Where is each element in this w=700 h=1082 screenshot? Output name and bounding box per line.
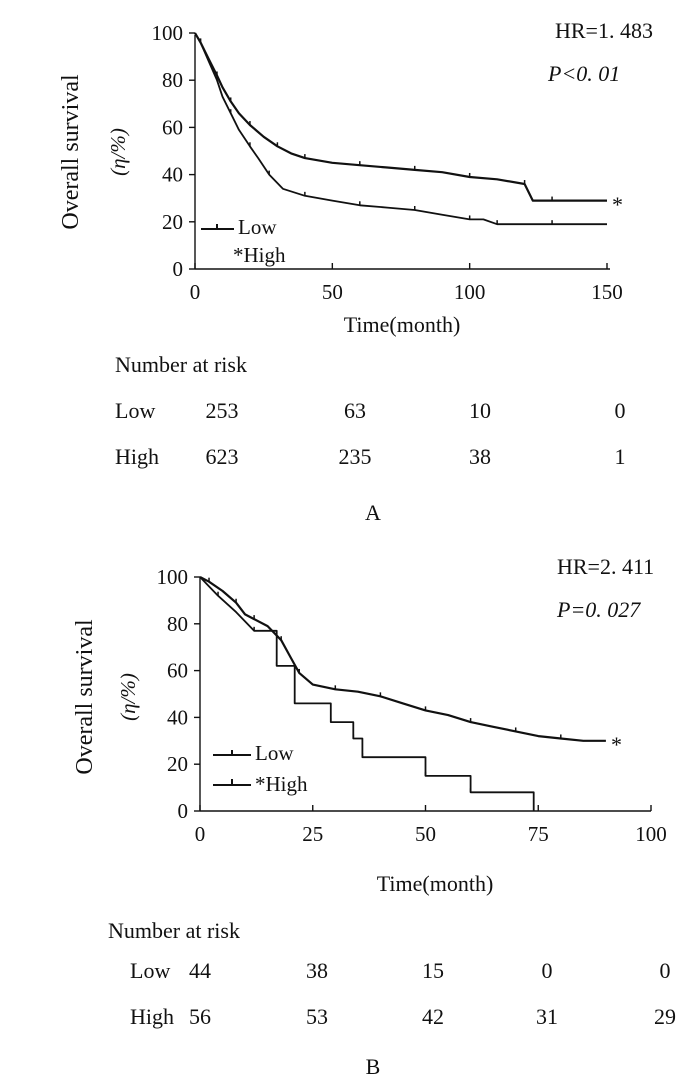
panel-b-risk-high-0: 56 [189, 1004, 211, 1029]
panel-a-hr: HR=1. 483 [555, 18, 653, 43]
panel-a-risk-high-3: 1 [615, 444, 626, 469]
panel-b-y-ticks: 0 20 40 60 80 100 [157, 565, 200, 823]
panel-a-y-tick-label: 0 [173, 257, 184, 281]
panel-b-y-tick-label: 20 [167, 752, 188, 776]
panel-a-label: A [365, 500, 381, 525]
panel-b-x-tick-label: 0 [195, 822, 206, 846]
panel-a-x-ticks: 0 50 100 150 [190, 263, 623, 304]
panel-b-y-tick-label: 100 [157, 565, 189, 589]
panel-b-ylabel-unit: (η/%) [116, 673, 140, 721]
panel-b-y-tick-label: 80 [167, 612, 188, 636]
panel-b-curve-low [199, 576, 535, 811]
panel-b-curve-high [199, 576, 606, 742]
panel-b-y-tick-label: 0 [178, 799, 189, 823]
panel-a-risk-high-1: 235 [339, 444, 372, 469]
panel-b-risk-row-high-label: High [130, 1004, 174, 1029]
panel-a-legend: Low *High [201, 215, 286, 267]
panel-a-legend-low: Low [238, 215, 277, 239]
panel-a-p-value: P<0. 01 [547, 61, 620, 86]
panel-b-high-star-marker: * [611, 732, 622, 757]
panel-b-risk-high-3: 31 [536, 1004, 558, 1029]
panel-b-risk-low-0: 44 [189, 958, 211, 983]
panel-a-y-tick-label: 20 [162, 210, 183, 234]
panel-a-risk-title: Number at risk [115, 352, 247, 377]
panel-b-risk-low-2: 15 [422, 958, 444, 983]
panel-a-curve-low [194, 32, 607, 226]
panel-a-risk-row-high-label: High [115, 444, 159, 469]
panel-b-legend: Low *High [213, 741, 308, 796]
panel-a-ylabel: Overall survival [58, 74, 84, 230]
panel-a-y-ticks: 0 20 40 60 80 100 [152, 21, 195, 281]
panel-b-x-tick-label: 100 [635, 822, 667, 846]
panel-b-risk-high-2: 42 [422, 1004, 444, 1029]
panel-a-risk-low-2: 10 [469, 398, 491, 423]
panel-b-risk-row-low-label: Low [130, 958, 170, 983]
panel-b-x-tick-label: 75 [528, 822, 549, 846]
panel-b-risk-title: Number at risk [108, 918, 240, 943]
panel-a-curves [194, 32, 607, 226]
panel-b-y-tick-label: 60 [167, 659, 188, 683]
panel-a-risk-row-low-label: Low [115, 398, 155, 423]
panel-a-legend-high: *High [233, 243, 286, 267]
panel-a-y-tick-label: 40 [162, 163, 183, 187]
panel-b-hr: HR=2. 411 [557, 554, 654, 579]
panel-a-risk-low-1: 63 [344, 398, 366, 423]
panel-a-x-tick-label: 50 [322, 280, 343, 304]
panel-b-legend-high: *High [255, 772, 308, 796]
panel-b-risk-high-4: 29 [654, 1004, 676, 1029]
panel-a-y-tick-label: 60 [162, 115, 183, 139]
panel-b-x-tick-label: 50 [415, 822, 436, 846]
panel-b-curves [199, 576, 606, 811]
panel-b-risk-table: Number at risk Low 44 38 15 0 0 High 56 … [108, 918, 676, 1029]
panel-a-risk-low-3: 0 [615, 398, 626, 423]
panel-a-risk-low-0: 253 [206, 398, 239, 423]
panel-b-y-axis-title: Overall survival (η/%) [72, 619, 140, 775]
panel-b-risk-low-4: 0 [660, 958, 671, 983]
panel-a-high-star-marker: * [612, 192, 623, 217]
panel-b-risk-low-3: 0 [542, 958, 553, 983]
panel-b-x-ticks: 0 25 50 75 100 [195, 805, 667, 846]
panel-a-ylabel-unit: (η/%) [106, 128, 130, 176]
panel-b-legend-low: Low [255, 741, 294, 765]
panel-b-xlabel: Time(month) [377, 871, 494, 896]
panel-b-chart: Overall survival (η/%) 0 20 40 60 80 100 0 25 5… [72, 554, 676, 1079]
panel-a-y-axis-title: Overall survival (η/%) [58, 74, 130, 230]
panel-a-y-tick-label: 100 [152, 21, 184, 45]
panel-b-x-tick-label: 25 [302, 822, 323, 846]
panel-a-x-tick-label: 0 [190, 280, 201, 304]
panel-a-y-tick-label: 80 [162, 68, 183, 92]
panel-b-risk-high-1: 53 [306, 1004, 328, 1029]
panel-a-risk-high-0: 623 [206, 444, 239, 469]
panel-a-x-tick-label: 100 [454, 280, 486, 304]
panel-a-xlabel: Time(month) [344, 312, 461, 337]
panel-b-risk-low-1: 38 [306, 958, 328, 983]
panel-a-x-tick-label: 150 [591, 280, 623, 304]
panel-a-risk-table: Number at risk Low 253 63 10 0 High 623 … [115, 352, 626, 469]
panel-a-risk-high-2: 38 [469, 444, 491, 469]
panel-a-curve-high [194, 32, 607, 202]
panel-b-ylabel: Overall survival [72, 619, 98, 775]
panel-b-p-value: P=0. 027 [556, 597, 641, 622]
panel-b-y-tick-label: 40 [167, 705, 188, 729]
panel-b-label: B [366, 1054, 381, 1079]
